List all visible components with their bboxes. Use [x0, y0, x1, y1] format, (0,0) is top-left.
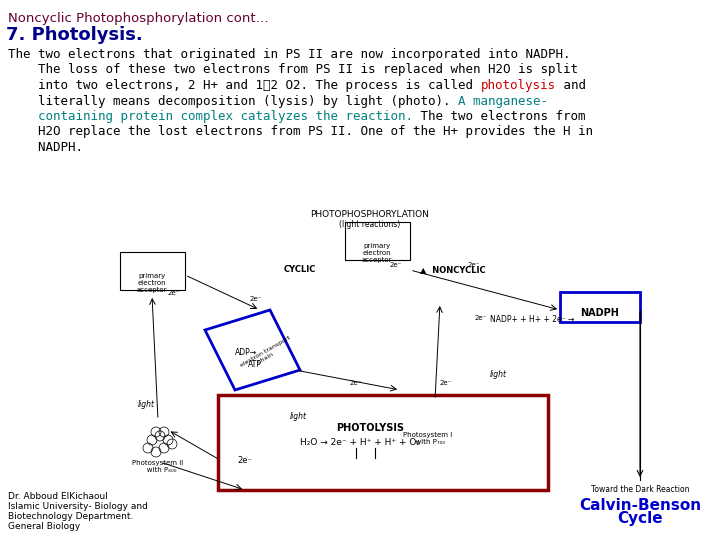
Text: Photosystem II
   with P₆₀₀: Photosystem II with P₆₀₀ [132, 460, 184, 473]
Text: NADPH: NADPH [580, 308, 619, 318]
Text: H2O replace the lost electrons from PS II. One of the H+ provides the H in: H2O replace the lost electrons from PS I… [8, 125, 593, 138]
Text: 2e⁻: 2e⁻ [440, 380, 452, 386]
Text: Photosystem I
  with P₇₀₀: Photosystem I with P₇₀₀ [403, 432, 453, 445]
Text: photolysis: photolysis [480, 79, 556, 92]
Text: The two electrons from: The two electrons from [413, 110, 585, 123]
Text: CYCLIC: CYCLIC [284, 265, 316, 274]
Text: Islamic University- Biology and: Islamic University- Biology and [8, 502, 148, 511]
Text: containing protein complex catalyzes the reaction.: containing protein complex catalyzes the… [8, 110, 413, 123]
Text: ATP: ATP [248, 360, 262, 369]
Bar [560, 292, 640, 322]
Text: 2e⁻: 2e⁻ [250, 296, 262, 302]
Text: Noncyclic Photophosphorylation cont…: Noncyclic Photophosphorylation cont… [8, 12, 269, 25]
Text: A manganese-: A manganese- [458, 94, 548, 107]
Text: and: and [556, 79, 585, 92]
Text: PHOTOLYSIS: PHOTOLYSIS [336, 423, 404, 433]
Text: Dr. Abboud ElKichaoul: Dr. Abboud ElKichaoul [8, 492, 108, 501]
Text: H₂O → 2e⁻ + H⁺ + H⁺ + O₂: H₂O → 2e⁻ + H⁺ + H⁺ + O₂ [300, 438, 420, 447]
Text: The loss of these two electrons from PS II is replaced when H2O is split: The loss of these two electrons from PS … [8, 64, 578, 77]
Text: primary
electron
acceptor: primary electron acceptor [137, 273, 167, 293]
Text: electron transport
        chain: electron transport chain [240, 335, 295, 373]
Text: Cycle: Cycle [617, 511, 663, 526]
Text: into two electrons, 2 H+ and 1⁄2 O2. The process is called: into two electrons, 2 H+ and 1⁄2 O2. The… [8, 79, 480, 92]
Text: Calvin-Benson: Calvin-Benson [579, 498, 701, 513]
Bar [218, 395, 548, 490]
Text: PHOTOPHOSPHORYLATION: PHOTOPHOSPHORYLATION [310, 210, 429, 219]
Text: General Biology: General Biology [8, 522, 80, 531]
Text: 2e⁻: 2e⁻ [475, 315, 487, 321]
Text: Toward the Dark Reaction: Toward the Dark Reaction [590, 485, 689, 494]
Text: Biotechnology Department.: Biotechnology Department. [8, 512, 133, 521]
Text: 2e⁻: 2e⁻ [350, 380, 362, 386]
Text: 2e⁻: 2e⁻ [237, 456, 252, 465]
Text: literally means decomposition (lysis) by light (photo).: literally means decomposition (lysis) by… [8, 94, 458, 107]
Text: light: light [490, 370, 507, 379]
Text: NADP+ + H+ + 2e⁻ →: NADP+ + H+ + 2e⁻ → [490, 315, 575, 324]
Bar [345, 222, 410, 260]
Text: 2e⁻: 2e⁻ [468, 262, 480, 268]
Text: NADPH.: NADPH. [8, 141, 83, 154]
Text: light: light [290, 412, 307, 421]
Text: 7. Photolysis.: 7. Photolysis. [6, 26, 143, 44]
Text: 2e⁻: 2e⁻ [168, 290, 181, 296]
Text: The two electrons that originated in PS II are now incorporated into NADPH.: The two electrons that originated in PS … [8, 48, 570, 61]
Bar [120, 252, 185, 290]
Text: light: light [138, 400, 155, 409]
Text: 2e⁻: 2e⁻ [390, 262, 402, 268]
Text: primary
electron
acceptor: primary electron acceptor [361, 243, 392, 263]
Text: (light reactions): (light reactions) [339, 220, 400, 229]
Text: ▲  NONCYCLIC: ▲ NONCYCLIC [420, 265, 485, 274]
Text: ADP→: ADP→ [235, 348, 257, 357]
